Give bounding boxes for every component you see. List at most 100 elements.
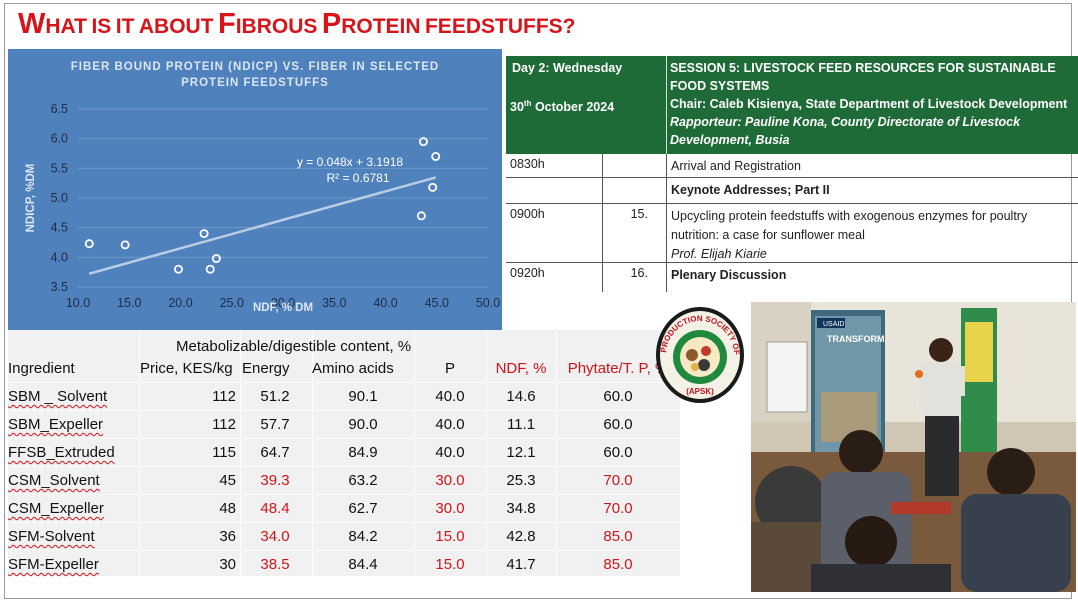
ingredient-name: FFSB_Extruded	[8, 444, 115, 461]
slide-title: WHAT IS IT ABOUT FIBROUS PROTEIN FEEDSTU…	[18, 8, 575, 41]
data-point	[199, 229, 209, 239]
trendline-equation: y = 0.048x + 3.1918	[297, 155, 403, 169]
amino-acids-value: 84.2	[348, 528, 378, 545]
table-column-divider	[556, 330, 557, 576]
table-column-header: NDF, %	[495, 360, 547, 377]
price-value: 112	[212, 388, 236, 405]
title-word: WHAT	[18, 8, 87, 40]
table-column-header: P	[444, 360, 455, 377]
table-row-divider	[8, 550, 680, 551]
feed-ingredient-table: Metabolizable/digestible content, % Ingre…	[8, 330, 680, 576]
schedule-row: Keynote Addresses; Part II	[506, 178, 1078, 204]
ingredient-name: SFM-Solvent	[8, 528, 95, 545]
phosphorus-value: 15.0	[435, 528, 465, 545]
schedule-time: 0900h	[506, 204, 603, 262]
energy-value: 48.4	[260, 500, 290, 517]
table-column-header: Amino acids	[312, 360, 394, 377]
y-tick-label: 5.0	[51, 191, 68, 205]
amino-acids-value: 84.9	[348, 444, 378, 461]
schedule-item-title: Upcycling protein feedstuffs with exogen…	[671, 209, 1028, 242]
table-column-divider	[312, 330, 313, 576]
schedule-item: Keynote Addresses; Part II	[667, 178, 1078, 203]
price-value: 36	[219, 528, 236, 545]
amino-acids-value: 63.2	[348, 472, 378, 489]
schedule-item-title: Plenary Discussion	[671, 268, 787, 282]
speaker-photo: USAID TRANSFORM	[751, 302, 1076, 592]
amino-acids-value: 90.1	[348, 388, 378, 405]
phytate-value: 70.0	[603, 500, 633, 517]
x-tick-label: 30.0	[271, 296, 295, 310]
table-column-divider	[486, 330, 487, 576]
y-tick-label: 6.5	[51, 102, 68, 116]
ingredient-name: SBM _ Solvent	[8, 388, 108, 405]
table-row-divider	[8, 494, 680, 495]
schedule-header-divider	[666, 56, 667, 154]
phytate-value: 60.0	[603, 444, 633, 461]
session-info: SESSION 5: LIVESTOCK FEED RESOURCES FOR …	[670, 59, 1075, 149]
schedule-row: 0900h 15. Upcycling protein feedstuffs wit…	[506, 204, 1078, 263]
session-title: SESSION 5: LIVESTOCK FEED RESOURCES FOR …	[670, 61, 1056, 93]
ndf-value: 34.8	[506, 500, 536, 517]
ndf-value: 12.1	[506, 444, 536, 461]
schedule-row: 0830h Arrival and Registration	[506, 154, 1078, 178]
x-tick-label: 50.0	[476, 296, 500, 310]
ndf-value: 25.3	[506, 472, 536, 489]
data-point	[416, 211, 426, 221]
price-value: 45	[219, 472, 236, 489]
amino-acids-value: 84.4	[348, 556, 378, 573]
table-column-header: Phytate/T. P, %	[567, 360, 669, 377]
schedule-number	[603, 178, 667, 203]
data-point	[84, 239, 94, 249]
schedule-number: 16.	[603, 263, 667, 292]
schedule-time: 0920h	[506, 263, 603, 292]
data-point	[205, 264, 215, 274]
banner-usaid-text: USAID	[823, 321, 844, 328]
price-value: 48	[219, 500, 236, 517]
phytate-value: 85.0	[603, 556, 633, 573]
table-row-divider	[8, 382, 680, 383]
table-row-divider	[8, 410, 680, 411]
energy-value: 39.3	[260, 472, 290, 489]
energy-value: 51.2	[260, 388, 290, 405]
x-axis-label: NDF, % DM	[253, 302, 313, 314]
schedule-row: 0920h 16. Plenary Discussion	[506, 263, 1078, 292]
x-tick-label: 15.0	[117, 296, 141, 310]
phosphorus-value: 40.0	[435, 416, 465, 433]
trendline	[88, 176, 437, 275]
x-tick-label: 45.0	[425, 296, 449, 310]
apsk-logo: PRODUCTION SOCIETY OF KENYA (APSK)	[649, 296, 748, 407]
table-column-divider	[240, 330, 241, 576]
schedule-time: 0830h	[506, 154, 603, 177]
data-point	[428, 182, 438, 192]
table-row-divider	[8, 438, 680, 439]
schedule-time	[506, 178, 603, 203]
logo-abbr: (APSK)	[686, 387, 714, 396]
y-tick-label: 4.0	[51, 250, 68, 264]
title-word: PROTEIN	[321, 8, 421, 40]
y-tick-label: 3.5	[51, 280, 68, 294]
phosphorus-value: 15.0	[435, 556, 465, 573]
schedule-item: Upcycling protein feedstuffs with exogen…	[667, 204, 1078, 262]
chart-title: FIBER BOUND PROTEIN (NDICP) VS. FIBER IN…	[70, 61, 440, 89]
price-value: 115	[212, 444, 236, 461]
data-point	[418, 137, 428, 147]
schedule-number: 15.	[603, 204, 667, 262]
x-tick-label: 35.0	[322, 296, 346, 310]
amino-acids-value: 62.7	[348, 500, 378, 517]
r-squared-label: R² = 0.6781	[326, 171, 389, 185]
schedule-item: Arrival and Registration	[667, 154, 1078, 177]
data-point	[211, 254, 221, 264]
table-column-header: Energy	[242, 360, 290, 377]
amino-acids-value: 90.0	[348, 416, 378, 433]
slide-frame	[4, 3, 1072, 599]
phosphorus-value: 40.0	[435, 388, 465, 405]
phosphorus-value: 30.0	[435, 500, 465, 517]
energy-value: 57.7	[260, 416, 290, 433]
x-tick-label: 25.0	[220, 296, 244, 310]
schedule-item: Plenary Discussion	[667, 263, 1078, 292]
title-word: FEEDSTUFFS?	[424, 15, 576, 38]
ndf-value: 11.1	[506, 416, 536, 433]
ingredient-name: CSM_Solvent	[8, 472, 100, 489]
y-tick-label: 4.5	[51, 221, 68, 235]
data-point	[173, 264, 183, 274]
